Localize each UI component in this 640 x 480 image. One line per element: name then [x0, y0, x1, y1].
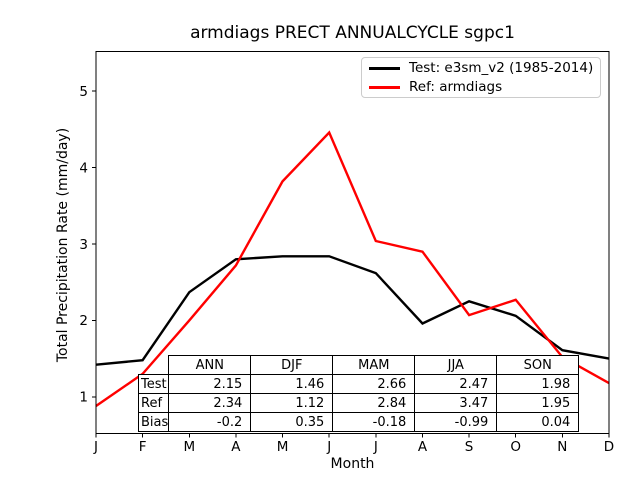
table-corner-cell [139, 356, 169, 375]
x-tick-label: S [465, 439, 474, 455]
table-cell: 2.15 [168, 374, 252, 394]
col-header-ann: ANN [168, 355, 252, 375]
ref-line-swatch [369, 85, 400, 89]
table-cell: 3.47 [414, 393, 498, 413]
summary-table: ANN DJF MAM JJA SON Test 2.15 1.46 2.66 … [137, 355, 580, 432]
x-tick-label: O [510, 439, 521, 455]
table-cell: -0.99 [414, 412, 498, 432]
row-label-test: Test [137, 374, 170, 394]
table-cell: 1.95 [496, 393, 580, 413]
table-cell: 2.66 [332, 374, 416, 394]
table-row-bias: Bias -0.2 0.35 -0.18 -0.99 0.04 [137, 412, 580, 432]
table-cell: 0.35 [250, 412, 334, 432]
col-header-jja: JJA [414, 355, 498, 375]
y-tick-label: 1 [79, 390, 88, 406]
test-line [95, 255, 610, 366]
table-cell: 2.47 [414, 374, 498, 394]
legend-item-test: Test: e3sm_v2 (1985-2014) [362, 59, 600, 78]
legend-label-ref: Ref: armdiags [409, 79, 503, 95]
legend-item-ref: Ref: armdiags [362, 78, 600, 97]
test-line-swatch [369, 66, 400, 70]
table-cell: -0.2 [168, 412, 252, 432]
x-tick-label: A [231, 439, 241, 455]
table-cell: 1.12 [250, 393, 334, 413]
y-tick-label: 5 [79, 84, 88, 100]
x-axis-label: Month [330, 456, 375, 472]
table-cell: -0.18 [332, 412, 416, 432]
chart-title: armdiags PRECT ANNUALCYCLE sgpc1 [190, 23, 515, 43]
row-label-ref: Ref [137, 393, 170, 413]
x-tick-label: J [93, 439, 98, 455]
table-cell: 1.46 [250, 374, 334, 394]
row-label-bias: Bias [137, 412, 170, 432]
table-header-row: ANN DJF MAM JJA SON [139, 355, 580, 375]
legend-label-test: Test: e3sm_v2 (1985-2014) [409, 60, 594, 76]
x-tick-label: J [326, 439, 331, 455]
table-row-ref: Ref 2.34 1.12 2.84 3.47 1.95 [137, 393, 580, 413]
x-tick-label: F [139, 439, 147, 455]
table-row-test: Test 2.15 1.46 2.66 2.47 1.98 [137, 374, 580, 394]
y-tick-label: 4 [79, 160, 88, 176]
ref-line [95, 130, 610, 407]
x-tick-label: M [277, 439, 289, 455]
y-tick-label: 2 [79, 313, 88, 329]
x-tick-label: J [373, 439, 378, 455]
col-header-mam: MAM [332, 355, 416, 375]
table-cell: 0.04 [496, 412, 580, 432]
x-tick-label: A [418, 439, 428, 455]
plot-border [95, 51, 610, 434]
col-header-son: SON [496, 355, 580, 375]
y-tick-label: 3 [79, 237, 88, 253]
x-tick-label: N [557, 439, 567, 455]
col-header-djf: DJF [250, 355, 334, 375]
table-cell: 2.84 [332, 393, 416, 413]
x-tick-label: M [183, 439, 195, 455]
table-cell: 2.34 [168, 393, 252, 413]
table-cell: 1.98 [496, 374, 580, 394]
x-tick-label: D [604, 439, 614, 455]
y-axis-label: Total Precipitation Rate (mm/day) [55, 127, 71, 363]
legend: Test: e3sm_v2 (1985-2014) Ref: armdiags [361, 57, 601, 98]
